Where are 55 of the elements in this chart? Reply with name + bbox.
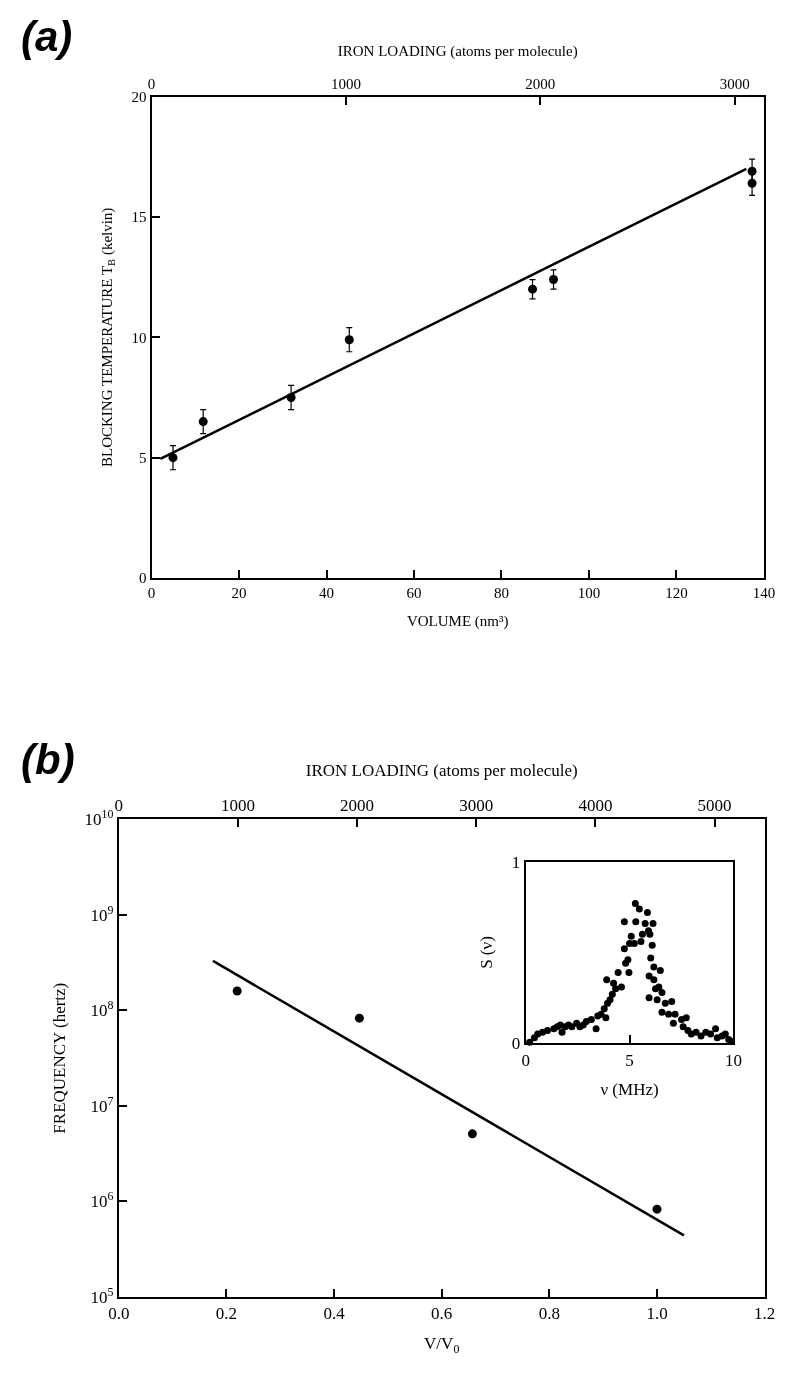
x-tick-label: 0.6: [431, 1304, 453, 1324]
x2-tick-label: 3000: [719, 75, 750, 92]
y-tick-label: 0: [139, 570, 147, 587]
y-axis-title: S (ν): [476, 936, 496, 969]
x2-axis-title: IRON LOADING (atoms per molecule): [337, 43, 578, 61]
x-tick-label: 5: [625, 1050, 634, 1070]
y-tick-label: 10$^{10}$: [84, 807, 114, 830]
chart-title: (b): [21, 736, 75, 783]
x-tick-label: 1.2: [754, 1304, 776, 1324]
point: [747, 166, 757, 176]
x2-tick-label: 4000: [578, 795, 613, 815]
point: [344, 335, 354, 345]
point: [198, 417, 208, 427]
x-axis-title: V/V$_{0}$: [424, 1334, 460, 1356]
x2-tick-label: 2000: [525, 75, 556, 92]
x-tick-label: 0.2: [215, 1304, 238, 1324]
x2-tick-label: 2000: [340, 795, 375, 815]
y-tick-label: 10$^{5}$: [90, 1284, 114, 1307]
y-tick-label: 15: [131, 209, 147, 226]
x2-tick-label: 5000: [697, 795, 732, 815]
y-tick-label: 1: [511, 852, 521, 872]
x-tick-label: 0.8: [538, 1304, 560, 1324]
chart-title: (a): [21, 13, 73, 60]
y-tick-label: 20: [131, 88, 147, 105]
point: [467, 1129, 477, 1139]
y-tick-label: 10$^{6}$: [90, 1189, 114, 1212]
x-tick-label: 20: [231, 585, 247, 602]
x-tick-label: 100: [577, 585, 601, 602]
x2-tick-label: 1000: [330, 75, 361, 92]
x-tick-label: 0.4: [323, 1304, 346, 1324]
y-tick-label: 10$^{9}$: [90, 902, 114, 925]
point: [652, 1204, 662, 1214]
x-tick-label: 120: [665, 585, 688, 602]
y-tick-label: 10$^{7}$: [90, 1093, 114, 1116]
x-axis-title: ν (MHz): [600, 1080, 659, 1100]
x-tick-label: 0.0: [108, 1304, 130, 1324]
x-tick-label: 40: [319, 585, 335, 602]
y-tick-label: 5: [139, 449, 147, 466]
x-tick-label: 60: [406, 585, 422, 602]
y-tick-label: 10$^{8}$: [90, 998, 114, 1021]
y-axis-title: FREQUENCY (hertz): [49, 982, 69, 1134]
x-tick-label: 140: [752, 585, 776, 602]
point: [232, 986, 242, 996]
x2-tick-label: 3000: [459, 795, 494, 815]
x-axis-title: VOLUME (nm³): [406, 612, 509, 630]
point: [528, 284, 538, 294]
point: [549, 275, 559, 285]
x-tick-label: 10: [724, 1050, 742, 1070]
x-tick-label: 80: [493, 585, 509, 602]
x2-tick-label: 1000: [220, 795, 255, 815]
point: [747, 178, 757, 188]
point: [354, 1013, 364, 1023]
y-tick-label: 10: [131, 329, 147, 346]
x2-axis-title: IRON LOADING (atoms per molecule): [305, 760, 578, 780]
x-tick-label: 1.0: [646, 1304, 668, 1324]
